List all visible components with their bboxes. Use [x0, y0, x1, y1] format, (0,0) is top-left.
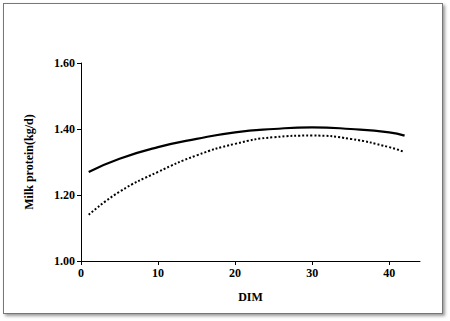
svg-text:40: 40 [383, 266, 395, 280]
svg-text:30: 30 [306, 266, 318, 280]
svg-text:1.20: 1.20 [54, 188, 75, 202]
svg-text:1.00: 1.00 [54, 254, 75, 268]
svg-text:0: 0 [78, 266, 84, 280]
svg-text:1.40: 1.40 [54, 122, 75, 136]
svg-text:20: 20 [229, 266, 241, 280]
svg-text:1.60: 1.60 [54, 56, 75, 70]
svg-text:DIM: DIM [238, 290, 263, 304]
svg-text:Milk protein(kg/d): Milk protein(kg/d) [22, 114, 36, 209]
svg-text:10: 10 [152, 266, 164, 280]
